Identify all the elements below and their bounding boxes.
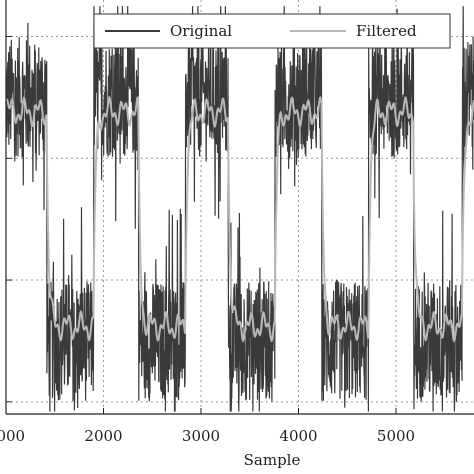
legend: Original Filtered [93,13,451,49]
x-tick-labels: 1000 2000 3000 4000 5000 [0,427,415,445]
x-tick-label: 1000 [0,427,25,445]
line-filtered [5,95,474,343]
series-filtered [5,95,474,343]
x-tick-label: 2000 [84,427,122,445]
x-tick-label: 3000 [182,427,220,445]
axes [5,0,474,415]
x-axis-title: Sample [244,451,301,469]
x-tick-label: 5000 [377,427,415,445]
legend-label-filtered: Filtered [356,22,417,40]
series-original [5,6,474,412]
x-tick-label: 4000 [279,427,317,445]
legend-label-original: Original [170,22,232,40]
line-original [5,6,474,412]
